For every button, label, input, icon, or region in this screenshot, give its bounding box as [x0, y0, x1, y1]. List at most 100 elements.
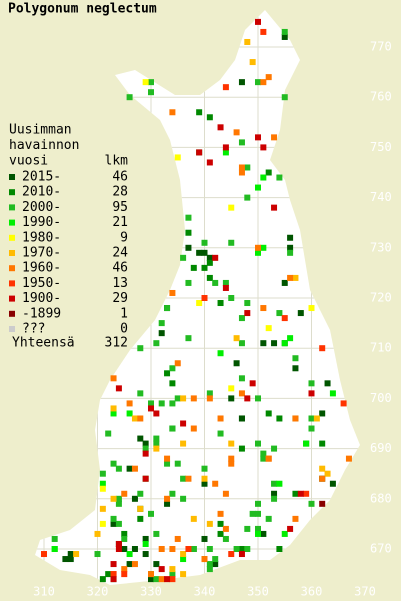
record-square	[255, 510, 261, 517]
record-square	[110, 576, 117, 583]
record-square	[201, 295, 208, 301]
record-square	[228, 395, 235, 402]
record-square	[185, 229, 192, 236]
record-square	[233, 360, 240, 367]
record-square	[67, 551, 74, 558]
record-square	[281, 94, 288, 101]
record-square	[185, 335, 192, 342]
record-square	[169, 425, 176, 432]
record-square	[271, 490, 278, 497]
record-square	[255, 184, 261, 191]
record-square	[110, 405, 117, 412]
record-square	[319, 410, 326, 417]
record-square	[180, 475, 187, 482]
y-tick-label: 690	[370, 441, 392, 455]
record-square	[238, 315, 245, 322]
record-square	[271, 204, 278, 211]
record-square	[196, 300, 203, 307]
record-square	[297, 310, 304, 317]
record-square	[158, 576, 165, 583]
record-square	[206, 390, 213, 397]
record-square	[185, 214, 192, 221]
y-tick-label: 770	[370, 40, 392, 54]
record-square	[308, 380, 315, 387]
record-square	[110, 460, 117, 467]
record-square	[206, 395, 213, 402]
record-square	[115, 540, 122, 547]
map-title: Polygonum neglectum	[8, 2, 157, 17]
record-square	[255, 530, 261, 537]
record-square	[255, 244, 261, 251]
legend-header: vuosi	[9, 154, 48, 169]
record-square	[110, 495, 117, 502]
record-square	[276, 174, 283, 181]
record-square	[174, 535, 181, 542]
record-square	[110, 520, 117, 527]
record-square	[137, 415, 144, 422]
legend-swatch	[9, 174, 15, 180]
record-square	[51, 535, 58, 542]
record-square	[190, 395, 197, 402]
record-square	[206, 546, 213, 552]
record-square	[292, 355, 299, 362]
record-square	[308, 305, 315, 312]
record-square	[169, 400, 176, 407]
record-square	[319, 475, 326, 482]
record-square	[281, 315, 288, 322]
record-square	[292, 274, 299, 281]
record-square	[244, 546, 251, 552]
record-square	[287, 244, 294, 251]
legend-swatch	[9, 295, 15, 302]
record-square	[238, 169, 245, 176]
legend-label: 1990-	[22, 215, 61, 230]
record-square	[73, 551, 80, 558]
record-square	[110, 375, 117, 382]
record-square	[303, 490, 310, 497]
record-square	[180, 495, 187, 502]
legend-swatch	[9, 265, 15, 272]
record-square	[169, 546, 176, 552]
record-square	[185, 244, 192, 251]
legend-label: 1960-	[22, 261, 61, 276]
record-square	[217, 300, 224, 307]
legend-label: ???	[22, 322, 45, 337]
record-square	[233, 129, 240, 136]
legend-count: 28	[112, 185, 128, 200]
record-square	[244, 310, 251, 317]
record-square	[110, 515, 117, 522]
record-square	[153, 561, 160, 568]
record-square	[115, 500, 122, 507]
record-square	[121, 490, 128, 497]
record-square	[281, 33, 288, 40]
record-square	[148, 576, 154, 583]
record-square	[164, 455, 171, 462]
legend-count: 9	[120, 230, 128, 245]
record-square	[67, 556, 74, 563]
record-square	[174, 460, 181, 467]
total-label: Yhteensä	[12, 336, 75, 351]
record-square	[281, 279, 288, 286]
y-tick-label: 720	[370, 291, 392, 305]
record-square	[99, 485, 106, 492]
record-square	[313, 415, 320, 422]
record-square	[238, 164, 245, 171]
record-square	[255, 249, 261, 256]
record-square	[281, 340, 288, 347]
record-square	[271, 445, 278, 452]
record-square	[287, 274, 294, 281]
record-square	[271, 480, 278, 487]
record-square	[265, 325, 272, 332]
record-square	[153, 435, 160, 442]
record-square	[222, 84, 229, 91]
record-square	[201, 264, 208, 271]
record-square	[126, 94, 133, 101]
record-square	[255, 79, 261, 86]
record-square	[201, 465, 208, 472]
record-square	[260, 79, 267, 86]
record-square	[281, 530, 288, 537]
record-square	[153, 410, 160, 417]
record-square	[217, 124, 224, 131]
record-square	[244, 164, 251, 171]
record-square	[265, 169, 272, 176]
record-square	[228, 385, 235, 392]
